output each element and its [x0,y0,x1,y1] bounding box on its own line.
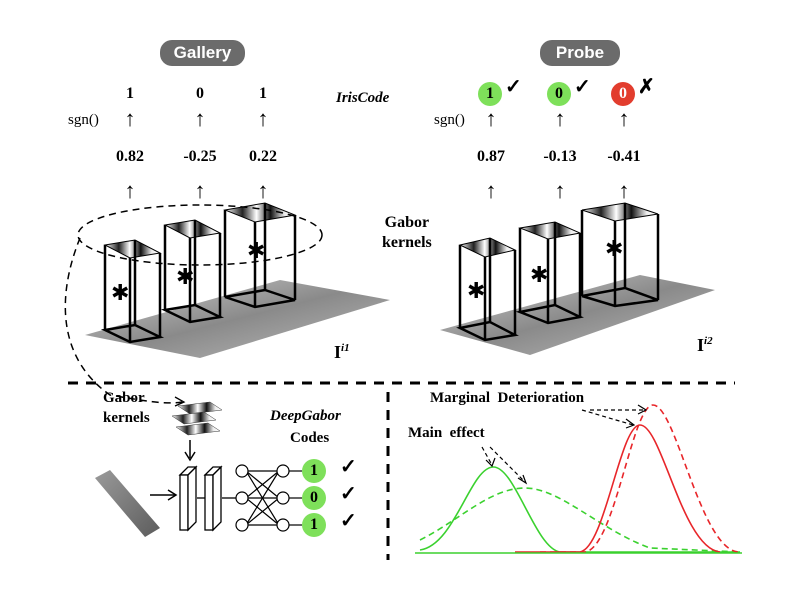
annotation-arrows [481,409,645,483]
up-arrow-icon: ↑ [194,178,206,203]
iriscode-label: IrisCode [336,90,390,106]
up-arrow-icon: ↑ [485,178,497,203]
deepgabor-bit-3: 1 [302,513,326,537]
deepgabor-bit-2: 0 [302,486,326,510]
gallery-bit-1: 1 [126,85,134,102]
gallery-response-1: 0.82 [116,148,144,165]
probe-sgn-label: sgn() [434,112,465,128]
checkmark-icon: ✓ [340,510,357,532]
probe-response-2: -0.13 [543,148,577,165]
dashed-connector [64,237,183,404]
gallery-image-label: Ii1 [334,342,350,362]
gallery-bit-3: 1 [259,85,267,102]
gallery-kernels-dashed-ellipse [77,204,323,266]
gallery-response-2: -0.25 [183,148,217,165]
small-gabor-kernel-icons [171,401,223,436]
probe-response-1: 0.87 [477,148,505,165]
impostor-curve-dashed [540,404,739,553]
deepgabor-label: DeepGabor [270,408,341,424]
up-arrow-icon: ↑ [554,106,566,131]
up-arrow-icon: ↑ [485,106,497,131]
convolution-icon: ✱ [605,236,624,261]
convolution-icon: ✱ [530,262,549,287]
checkmark-icon: ✓ [505,76,522,98]
convolution-icon: ✱ [111,280,130,305]
convolution-icon: ✱ [467,278,486,303]
gallery-sgn-label: sgn() [68,112,99,128]
gallery-response-3: 0.22 [249,148,277,165]
genuine-curve-dashed [419,487,741,553]
probe-gabor-box-3 [580,202,660,308]
gallery-gabor-box-3 [223,202,297,309]
probe-gabor-box-2 [515,221,584,325]
gallery-title-badge: Gallery [160,40,245,66]
distribution-curves [415,404,742,554]
gallery-gabor-box-2 [160,219,225,324]
up-arrow-icon: ↑ [257,106,269,131]
deepgabor-bit-1: 1 [302,459,326,483]
probe-gabor-box-1 [456,237,519,342]
conv-layer-blocks [178,465,223,532]
probe-bit-1: 1 [478,82,502,106]
probe-bit-3: 0 [611,82,635,106]
convolution-icon: ✱ [176,264,195,289]
up-arrow-icon: ↑ [124,106,136,131]
gallery-iris-plate [85,280,390,358]
convolution-icon: ✱ [247,238,266,263]
up-arrow-icon: ↑ [257,178,269,203]
checkmark-icon: ✓ [340,456,357,478]
probe-image-label: Ii2 [697,335,713,355]
up-arrow-icon: ↑ [618,178,630,203]
codes-label: Codes [290,430,330,446]
gallery-bit-2: 0 [196,85,204,102]
probe-title-badge: Probe [540,40,620,66]
iris-strip [95,470,160,537]
impostor-curve-solid [515,424,721,553]
up-arrow-icon: ↑ [554,178,566,203]
genuine-curve-solid [419,466,740,553]
marginal-deterioration-label: Marginal Deterioration [430,390,585,406]
main-effect-label: Main effect [408,425,485,441]
gabor-kernels-label: Gabor kernels [382,214,432,251]
up-arrow-icon: ↑ [618,106,630,131]
checkmark-icon: ✓ [340,483,357,505]
up-arrow-icon: ↑ [194,106,206,131]
neural-network [235,464,302,532]
probe-response-3: -0.41 [607,148,641,165]
up-arrow-icon: ↑ [124,178,136,203]
probe-bit-2: 0 [547,82,571,106]
checkmark-icon: ✓ [574,76,591,98]
cross-icon: ✗ [638,76,655,98]
gallery-gabor-box-1 [100,239,165,344]
bottom-gabor-kernels-label: Gabor kernels [103,390,150,426]
